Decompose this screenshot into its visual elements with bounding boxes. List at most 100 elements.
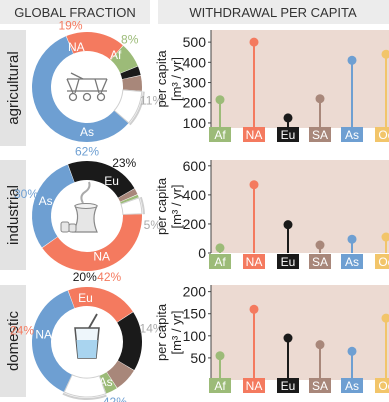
category-label-box — [309, 127, 331, 142]
donut-segment-SA — [118, 188, 138, 202]
category-label-Af: Af — [214, 128, 226, 142]
y-tick-label: 100 — [183, 115, 207, 131]
y-tick-label: 0 — [198, 245, 206, 261]
donut-other-marker — [62, 392, 107, 400]
row-label-bg — [0, 30, 26, 146]
y-tick-label: 200 — [183, 284, 207, 300]
category-label-As: As — [345, 255, 359, 269]
donut-region-label: NA — [68, 40, 85, 54]
category-label-box — [375, 378, 389, 393]
donut-percent-label: 42% — [97, 270, 121, 284]
lollipop-point-As — [347, 234, 357, 244]
panel-background — [211, 160, 389, 253]
lollipop-point-Eu — [283, 220, 293, 230]
donut-industrial: 23% Eu 30%As 5% NA 42% — [14, 156, 161, 284]
donut-segment-As — [32, 36, 129, 142]
category-label-NA: NA — [246, 379, 263, 393]
lollipop-point-NA — [249, 37, 259, 47]
drinking-glass-icon — [74, 313, 100, 359]
donut-segment-other — [63, 374, 107, 398]
category-label-Oc: Oc — [378, 128, 389, 142]
lollipop-point-SA — [315, 240, 325, 250]
category-label-box — [243, 254, 265, 269]
row-label-text: industrial — [5, 185, 22, 245]
donut-percent-label: 30% — [14, 187, 38, 201]
lollipop-point-As — [347, 55, 357, 65]
category-label-Eu: Eu — [281, 128, 296, 142]
category-label-box — [375, 254, 389, 269]
donut-percent-label: 62% — [75, 144, 99, 158]
lollipop-point-Af — [215, 95, 225, 105]
y-tick-label: 300 — [183, 75, 207, 91]
row-label-domestic: domestic — [0, 285, 26, 397]
category-label-NA: NA — [246, 255, 263, 269]
withdrawal-panel-domestic: 50 100 150 200 per capita[m³ / yr] Af NA Eu SA As… — [154, 284, 389, 393]
y-tick-label: 200 — [183, 95, 207, 111]
category-label-Eu: Eu — [281, 379, 296, 393]
category-label-box — [277, 127, 299, 142]
category-label-Af: Af — [214, 379, 226, 393]
cooling-tower-icon — [60, 181, 98, 233]
donut-region-label: NA — [35, 327, 52, 341]
donut-segment-NA — [42, 214, 142, 271]
donut-region-label: NA — [93, 249, 110, 263]
y-axis-label: per capita[m³ / yr] — [154, 50, 184, 108]
donut-percent-label: 23% — [112, 156, 136, 170]
panel-background — [211, 285, 389, 380]
lollipop-point-SA — [315, 94, 325, 104]
category-label-box — [277, 254, 299, 269]
donut-percent-label: 24% — [10, 324, 34, 338]
donut-other-marker — [129, 91, 145, 126]
lollipop-point-Oc — [381, 49, 389, 59]
y-tick-label: 100 — [183, 328, 207, 344]
lollipop-point-Eu — [283, 113, 293, 123]
donut-segment-As — [32, 290, 75, 392]
donut-percent-label: 42% — [103, 395, 127, 402]
category-label-Oc: Oc — [378, 255, 389, 269]
row-label-bg — [0, 160, 26, 270]
donut-segment-Eu — [120, 66, 141, 80]
donut-segment-Eu — [117, 312, 142, 371]
y-tick-label: 50 — [190, 350, 206, 366]
category-label-box — [209, 254, 231, 269]
donut-segment-Eu — [68, 161, 135, 198]
donut-segment-Af — [99, 372, 117, 394]
lollipop-point-Af — [215, 243, 225, 253]
header-right: WITHDRAWAL PER CAPITA — [158, 0, 389, 24]
donut-percent-label: 14% — [140, 321, 164, 335]
donut-percent-label: 20% — [73, 270, 97, 284]
header-right-title: WITHDRAWAL PER CAPITA — [189, 5, 357, 20]
donut-segment-As — [31, 164, 75, 248]
panel-background — [211, 30, 389, 128]
donut-percent-label: 19% — [58, 18, 82, 32]
header-right-bg — [158, 0, 389, 24]
category-label-box — [243, 378, 265, 393]
donut-other-marker — [139, 196, 145, 215]
y-axis-label: per capita[m³ / yr] — [154, 303, 184, 361]
category-label-As: As — [345, 379, 359, 393]
category-label-box — [243, 127, 265, 142]
lollipop-point-As — [347, 346, 357, 356]
header-left: GLOBAL FRACTION — [0, 0, 150, 24]
y-tick-label: 200 — [183, 216, 207, 232]
category-label-Oc: Oc — [378, 379, 389, 393]
row-label-industrial: industrial — [0, 160, 26, 270]
donut-segment-other — [120, 197, 143, 216]
donut-segment-Af — [120, 194, 139, 204]
y-tick-label: 400 — [183, 54, 207, 70]
lollipop-point-Eu — [283, 333, 293, 343]
donut-percent-label: 8% — [121, 33, 139, 47]
y-tick-label: 600 — [183, 158, 207, 174]
category-label-SA: SA — [312, 128, 328, 142]
category-label-NA: NA — [246, 128, 263, 142]
category-label-box — [309, 254, 331, 269]
donut-region-label: As — [99, 375, 113, 389]
category-label-SA: SA — [312, 255, 328, 269]
donut-region-label: Eu — [78, 291, 93, 305]
donut-agricultural: 19% NA 8%Af 11% As 62% — [32, 18, 163, 158]
lollipop-point-Oc — [381, 232, 389, 242]
row-label-text: agricultural — [5, 51, 22, 124]
lollipop-point-NA — [249, 304, 259, 314]
